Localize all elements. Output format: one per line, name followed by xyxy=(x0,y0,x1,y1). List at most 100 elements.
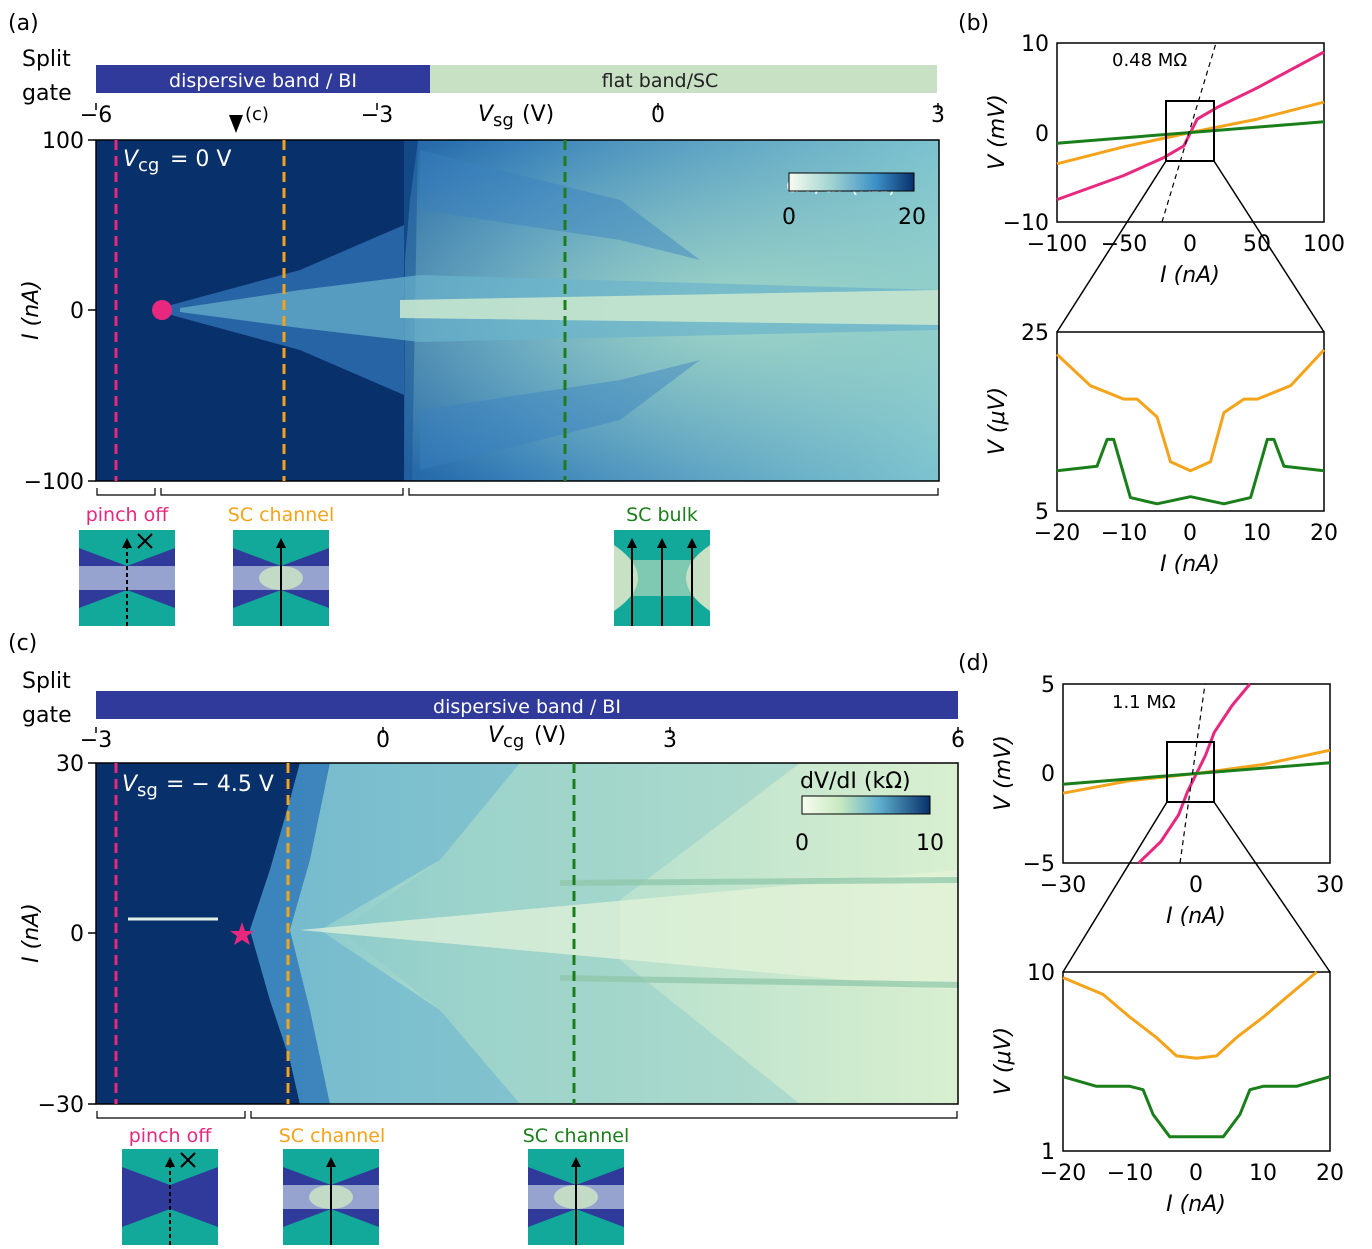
bracket-channel-a xyxy=(160,488,404,496)
panel-b-top-plot xyxy=(1056,50,1325,202)
d-zoom-box xyxy=(1166,741,1215,803)
panel-c-letter: (c) xyxy=(8,631,37,656)
d-bot-xtick-1: −10 xyxy=(1107,1161,1153,1186)
b-bot-xlabel: I (nA) xyxy=(1160,552,1220,577)
vcg-sub: cg xyxy=(138,155,159,176)
d-top-ylabel: V (mV) xyxy=(991,735,1016,811)
b-top-ytick-0: 10 xyxy=(1021,32,1049,57)
panel-a-split-gate-1: Split xyxy=(22,47,71,72)
band-dispersive-a xyxy=(96,65,430,93)
b-zoom-line-right xyxy=(1213,160,1325,333)
panel-d-top-plot xyxy=(1062,683,1331,865)
d-top-xtick-1: 0 xyxy=(1189,873,1203,898)
marker-c-triangle xyxy=(229,115,243,133)
panel-d-bottom-frame xyxy=(1062,971,1331,1152)
cbar-c-max: 10 xyxy=(916,831,944,856)
region-a-bulk: SC bulk xyxy=(626,504,698,526)
panel-a-letter: (a) xyxy=(8,11,39,36)
d-zoom-line-right xyxy=(1213,801,1331,973)
schematic-a-bulk xyxy=(614,530,710,626)
d-bot-ytick-0: 10 xyxy=(1027,961,1055,986)
d-zoom-line-left xyxy=(1062,801,1168,973)
panel-b-top-axes: 10 0 −10 −100 −50 0 50 100 xyxy=(1003,32,1345,257)
d-bottom-series-green xyxy=(1062,1075,1331,1139)
schematic-c-channel-1 xyxy=(283,1149,379,1245)
xlabel-c-unit: (V) xyxy=(534,723,566,748)
d-dashed-fit xyxy=(1179,683,1206,864)
region-c-channel-2: SC channel xyxy=(523,1125,630,1147)
ytick-a-1: 0 xyxy=(70,299,84,324)
xlabel-a-sub: sg xyxy=(493,110,514,131)
b-top-ytick-2: −10 xyxy=(1003,211,1049,236)
xlabel-c-sub: cg xyxy=(503,731,524,752)
region-c-channel-1: SC channel xyxy=(279,1125,386,1147)
d-top-xtick-2: 30 xyxy=(1316,873,1344,898)
cbar-c-title: dV/dI (kΩ) xyxy=(800,769,911,794)
marker-star-c xyxy=(230,922,254,945)
xtick-c-0: −3 xyxy=(80,728,112,753)
d-bot-xtick-4: 20 xyxy=(1316,1161,1344,1186)
panel-d-top-frame xyxy=(1062,683,1331,864)
b-bot-ylabel: V (μV) xyxy=(985,387,1010,455)
bracket-channel-c xyxy=(250,1111,958,1119)
vsg-value: = − 4.5 V xyxy=(166,772,274,797)
marker-c-label: (c) xyxy=(245,104,269,125)
ytick-c-1: 0 xyxy=(70,922,84,947)
panel-a-yticks: 100 0 −100 xyxy=(24,129,96,495)
d-resistance: 1.1 MΩ xyxy=(1112,692,1176,713)
xtick-c-2: 3 xyxy=(663,728,677,753)
xtick-c-1: 0 xyxy=(376,728,390,753)
d-top-xlabel: I (nA) xyxy=(1166,904,1226,929)
b-bot-xtick-2: 0 xyxy=(1183,521,1197,546)
b-dashed-fit xyxy=(1161,42,1217,223)
band-flat-a-label: flat band/SC xyxy=(602,70,719,92)
vsg-label: V xyxy=(122,772,139,797)
panel-d-bottom-plot xyxy=(1062,970,1331,1139)
b-top-ytick-1: 0 xyxy=(1035,122,1049,147)
b-bot-xtick-0: −20 xyxy=(1034,521,1080,546)
panel-b-bottom-axes: 25 5 −20 −10 0 10 20 xyxy=(1021,321,1338,546)
xlabel-c-main: V xyxy=(488,723,505,748)
b-top-xtick-0: −100 xyxy=(1027,232,1087,257)
panel-b-bottom-plot xyxy=(1055,348,1326,506)
ylabel-c: I (nA) xyxy=(19,903,44,963)
region-a-channel: SC channel xyxy=(228,504,335,526)
bracket-pinch-a xyxy=(96,488,156,496)
panel-c-split-gate-1: Split xyxy=(22,669,71,694)
b-top-series-green xyxy=(1056,120,1325,145)
cbar-a-max: 20 xyxy=(898,205,926,230)
xtick-c-3: 6 xyxy=(951,728,965,753)
vcg-value: = 0 V xyxy=(170,147,231,172)
b-bot-xtick-3: 10 xyxy=(1243,521,1271,546)
b-zoom-line-left xyxy=(1056,160,1167,333)
d-bot-ytick-1: 1 xyxy=(1041,1140,1055,1165)
ytick-c-0: 30 xyxy=(56,752,84,777)
b-top-xlabel: I (nA) xyxy=(1160,263,1220,288)
b-bot-xtick-1: −10 xyxy=(1101,521,1147,546)
band-flat-a xyxy=(430,65,937,93)
xtick-a-0: −6 xyxy=(80,103,112,128)
panel-d-letter: (d) xyxy=(958,651,989,676)
b-top-ylabel: V (mV) xyxy=(985,94,1010,170)
cbar-a-min: 0 xyxy=(782,205,796,230)
d-bot-xtick-3: 10 xyxy=(1249,1161,1277,1186)
xlabel-a-main: V xyxy=(478,102,495,127)
d-top-series-green xyxy=(1062,761,1331,786)
b-top-xtick-3: 50 xyxy=(1243,232,1271,257)
panel-d-bottom-axes: 10 1 −20 −10 0 10 20 xyxy=(1027,961,1344,1186)
b-top-xtick-4: 100 xyxy=(1303,232,1345,257)
b-bottom-series-orange xyxy=(1055,348,1326,473)
ylabel-a: I (nA) xyxy=(19,280,44,340)
b-bottom-series-green xyxy=(1056,437,1325,506)
schematic-c-pinch xyxy=(122,1149,218,1245)
ytick-a-0: 100 xyxy=(42,129,84,154)
panel-c-split-gate-2: gate xyxy=(22,703,72,728)
cbar-c xyxy=(801,795,931,815)
d-top-ytick-0: 5 xyxy=(1041,673,1055,698)
panel-b-top-frame xyxy=(1056,42,1325,223)
band-dispersive-c xyxy=(96,691,958,719)
ytick-c-2: −30 xyxy=(38,1093,84,1118)
cbar-c-min: 0 xyxy=(795,831,809,856)
panel-b-bottom-frame xyxy=(1056,331,1325,512)
